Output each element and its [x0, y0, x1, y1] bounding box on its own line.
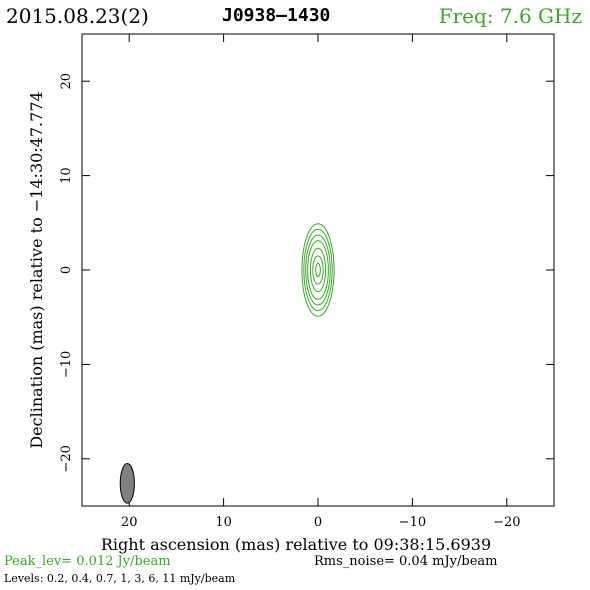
axis-ticks: 20 10 0 −10 −20 −20 −10 0 10 20 [59, 34, 554, 530]
contour-group [301, 223, 335, 317]
y-tick-label: 10 [59, 167, 74, 184]
y-axis-label: Declination (mas) relative to −14:30:47.… [27, 91, 46, 448]
source-name: J0938–1430 [222, 5, 331, 26]
x-tick-label: 10 [215, 515, 232, 530]
y-tick-label: 0 [59, 266, 74, 274]
observation-date: 2015.08.23(2) [6, 4, 149, 28]
contour-level [301, 223, 335, 317]
beam-ellipse [119, 463, 135, 504]
peak-level: Peak_lev= 0.012 Jy/beam [4, 554, 171, 569]
y-tick-label: −10 [59, 351, 74, 378]
x-axis-label: Right ascension (mas) relative to 09:38:… [101, 535, 491, 554]
contour-levels: Levels: 0.2, 0.4, 0.7, 1, 3, 6, 11 mJy/b… [4, 572, 236, 585]
x-tick-label: 20 [121, 515, 138, 530]
contour-level [312, 255, 324, 285]
y-tick-label: −20 [59, 445, 74, 472]
plot-frame [81, 33, 555, 507]
x-tick-label: −20 [493, 515, 520, 530]
beam-group [119, 463, 135, 504]
frequency-label: Freq: 7.6 GHz [438, 4, 582, 28]
contour-level [315, 262, 321, 278]
contour-level [303, 228, 333, 312]
x-tick-label: −10 [399, 515, 426, 530]
y-tick-label: 20 [59, 73, 74, 90]
rms-noise: Rms_noise= 0.04 mJy/beam [314, 554, 498, 569]
x-tick-label: 0 [314, 515, 322, 530]
contour-level [305, 234, 331, 306]
contour-level [307, 240, 329, 300]
contour-level [309, 247, 327, 293]
